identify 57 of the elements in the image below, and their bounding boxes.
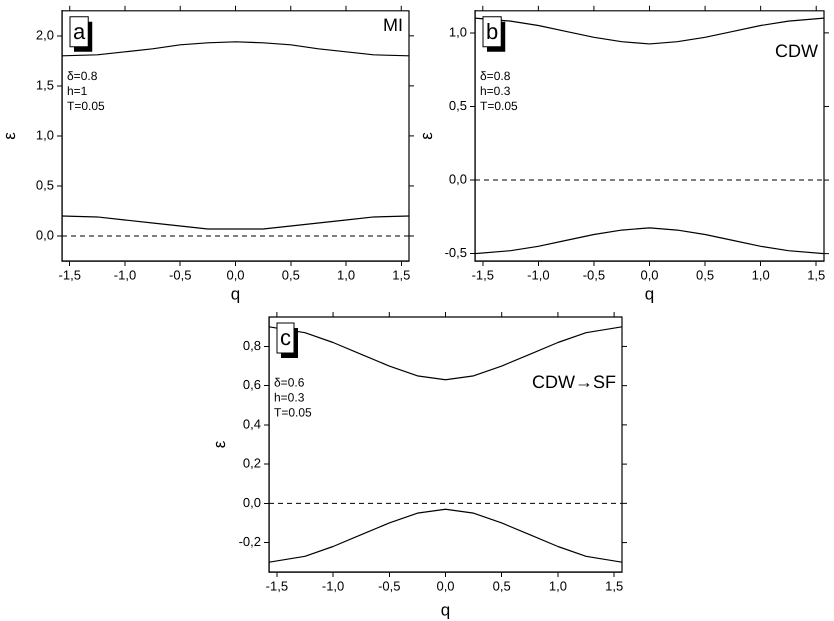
x-tick-label: 1,5: [807, 267, 826, 282]
annotation: h=0.3: [274, 390, 305, 404]
x-tick-label: 1,5: [392, 267, 410, 282]
y-tick-label: 0,5: [36, 178, 54, 193]
y-tick-label: 0,8: [242, 338, 261, 353]
annotation: δ=0.8: [480, 69, 511, 84]
y-tick-label: 1,5: [36, 77, 54, 92]
annotation: h=0.3: [480, 84, 511, 98]
y-tick-label: 0,6: [242, 377, 261, 392]
x-tick-label: 0,0: [640, 267, 659, 282]
y-tick-label: 0,0: [36, 228, 54, 243]
x-axis-title: q: [440, 600, 450, 620]
x-axis-title: q: [644, 284, 654, 304]
annotation: a: [73, 18, 86, 44]
x-tick-label: -1,5: [58, 267, 81, 282]
annotation: h=1: [67, 84, 88, 98]
x-tick-label: 1,5: [605, 578, 624, 594]
annotation: MI: [383, 14, 403, 35]
x-tick-label: -0,5: [582, 267, 606, 282]
annotation: b: [486, 18, 498, 44]
y-tick-label: 0,0: [448, 172, 467, 187]
y-axis-title: ε: [0, 132, 19, 140]
annotation: T=0.05: [67, 99, 106, 114]
x-tick-label: -1,5: [472, 267, 494, 282]
x-tick-label: -1,5: [266, 578, 288, 594]
x-tick-label: 0,5: [696, 267, 714, 282]
x-tick-label: 1,0: [752, 267, 770, 282]
y-tick-label: 0,2: [242, 456, 261, 471]
annotation: δ=0.6: [274, 375, 305, 390]
x-tick-label: -1,0: [114, 267, 136, 282]
x-tick-label: -1,0: [527, 267, 550, 282]
y-axis-title: ε: [210, 440, 229, 448]
annotation: T=0.05: [480, 99, 518, 114]
annotation: CDW: [775, 40, 818, 61]
x-tick-label: 0,5: [492, 578, 511, 594]
x-tick-label: -0,5: [169, 267, 192, 282]
y-tick-label: 2,0: [36, 27, 54, 42]
y-tick-label: 0,5: [448, 98, 467, 114]
x-tick-label: -0,5: [378, 578, 400, 594]
y-tick-label: -0,5: [444, 245, 467, 260]
y-tick-label: 1,0: [36, 127, 54, 142]
x-tick-label: 0,5: [282, 267, 300, 282]
x-tick-label: 1,0: [336, 267, 356, 282]
y-axis-title: ε: [416, 132, 436, 140]
annotation: δ=0.8: [67, 69, 98, 84]
y-tick-label: 1,0: [448, 24, 467, 40]
x-axis-title: q: [230, 284, 240, 304]
x-tick-label: -1,0: [322, 578, 344, 594]
x-tick-label: 1,0: [548, 578, 567, 594]
x-tick-label: 0,0: [436, 578, 455, 594]
annotation: CDW→SF: [532, 372, 616, 392]
annotation: c: [280, 325, 291, 350]
annotation: T=0.05: [274, 405, 312, 420]
x-tick-label: 0,0: [226, 267, 245, 282]
y-tick-label: 0,4: [242, 416, 261, 432]
y-tick-label: -0,2: [238, 534, 261, 550]
y-tick-label: 0,0: [242, 494, 261, 510]
